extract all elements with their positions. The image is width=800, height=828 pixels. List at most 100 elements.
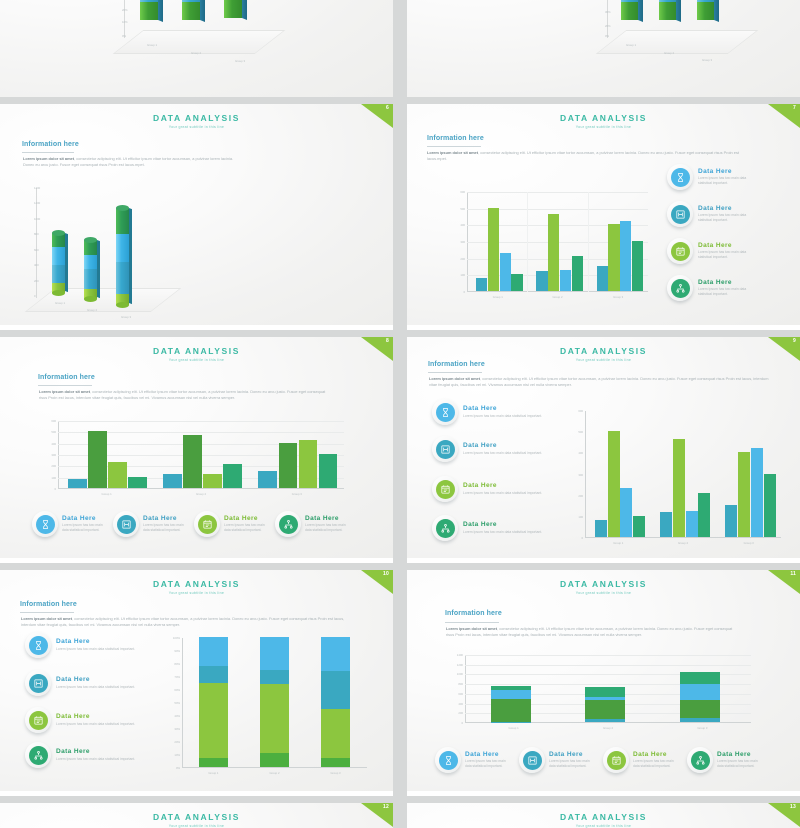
bullet-ring [432,436,458,462]
x-tick: Group 3 [291,492,302,496]
bar [108,461,127,488]
stacked-bar-group-2 [259,637,290,767]
bar [660,511,673,537]
y-tick: 0 [463,290,465,294]
x-tick: Group 1 [613,541,624,545]
calendar-icon [611,755,621,765]
slide-number: 13 [790,804,796,810]
bullet-ring [194,511,220,537]
y-tick: 0 [461,721,463,725]
bullet-ring [667,164,693,190]
bullet-item-2[interactable]: Data Here Lorem Ipsum has two main data … [432,436,555,462]
deck-subtitle-text: Your great subtitle in this line [168,358,225,362]
bullet-item-1[interactable]: Data Here Lorem Ipsum has two main data … [32,511,110,537]
y-tick: 400 [51,441,56,446]
deck-title: DATA ANALYSIS Your great subtitle in thi… [407,113,800,129]
deck-title-text: DATA ANALYSIS [152,346,241,356]
x-tick: Group 3 [743,541,754,545]
bullet-disc [435,518,455,538]
cylinder-group-2 [182,0,205,38]
slide-thumbnail-8[interactable]: 8 DATA ANALYSIS Your great subtitle in t… [0,337,393,563]
calendar-icon [440,484,450,494]
slide-thumbnail-5[interactable]: 100% 90% 80% 70% 60% 50% 40% 30% 20% 0% [407,0,800,97]
bullet-item-4[interactable]: Data Here Lorem Ipsum has two main data … [687,747,765,773]
section-rule [445,622,499,623]
chart-slide4: 100% 90% 80% 70% 60% 50% 40% 30% 20% 10%… [104,0,286,64]
bar [738,452,751,537]
y-tick: 400 [578,451,583,456]
bullet-item-4[interactable]: Data Here Lorem Ipsum has two main data … [667,275,760,301]
bullet-disc [116,514,136,534]
bullet-item-1[interactable]: Data Here Lorem Ipsum has two main data … [667,164,760,190]
y-tick: 300 [578,472,583,477]
bullet-item-3[interactable]: Data Here Lorem Ipsum has two main data … [194,511,272,537]
slide-thumbnail-6[interactable]: 6 DATA ANALYSIS Your great subtitle in t… [0,104,393,330]
bullet-item-2[interactable]: Data Here Lorem Ipsum has two main data … [113,511,191,537]
section-rule [22,152,74,153]
bullet-item-4[interactable]: Data Here Lorem Ipsum has two main data … [432,515,555,541]
slide-thumbnail-9[interactable]: 9 DATA ANALYSIS Your great subtitle in t… [407,337,800,563]
bullet-item-2[interactable]: Data Here Lorem Ipsum has two main data … [519,747,597,773]
x-tick: Group 1 [146,43,158,47]
slide-number: 8 [386,338,389,344]
bullet-item-1[interactable]: Data Here Lorem Ipsum has two main data … [25,632,150,658]
chart-floor [24,288,182,312]
deck-subtitle-text: Your great subtitle in this line [575,824,632,828]
bullet-item-1[interactable]: Data Here Lorem Ipsum has two main data … [432,399,555,425]
body-lead: Lorem ipsum dolor sit amet [446,626,498,631]
slide-4-canvas: 100% 90% 80% 70% 60% 50% 40% 30% 20% 10%… [0,0,393,97]
section-body: Lorem ipsum dolor sit amet, consectetur … [23,156,235,168]
bullet-ring [25,707,51,733]
y-tick: 60% [174,688,180,692]
slide-thumbnail-4[interactable]: 100% 90% 80% 70% 60% 50% 40% 30% 20% 10%… [0,0,393,97]
bullet-title: Data Here [698,204,732,212]
bullet-ring [32,511,58,537]
bullet-text: Data Here Lorem Ipsum has two main data … [463,482,555,496]
y-tick: 0% [175,766,180,770]
bar [499,252,511,291]
goalpost-icon [527,755,537,765]
bullet-ring [687,747,713,773]
chart-slide10: 0% 10% 20% 30% 40% 50% 60% 70% 80% 90% 1… [160,634,375,782]
bullet-text: Data Here Lorem Ipsum has two main data … [463,521,555,535]
slide-thumbnail-10[interactable]: 10 DATA ANALYSIS Your great subtitle in … [0,570,393,796]
deck-title: DATA ANALYSIS Your great subtitle in thi… [0,113,393,129]
slide-thumbnail-12[interactable]: 12 DATA ANALYSIS Your great subtitle in … [0,803,393,828]
bullet-ring [25,670,51,696]
bullet-desc: Lorem Ipsum has two main data statistica… [62,523,103,533]
section-heading: Information here [20,601,77,608]
slide-thumbnail-7[interactable]: 7 DATA ANALYSIS Your great subtitle in t… [407,104,800,330]
slide-thumbnail-13[interactable]: 13 DATA ANALYSIS Your great subtitle in … [407,803,800,828]
slide-thumbnail-11[interactable]: 11 DATA ANALYSIS Your great subtitle in … [407,570,800,796]
y-tick: 70% [174,675,180,679]
bullet-item-3[interactable]: Data Here Lorem Ipsum has two main data … [603,747,681,773]
bullet-item-2[interactable]: Data Here Lorem Ipsum has two main data … [667,201,760,227]
x-tick: Group 1 [208,771,219,775]
section-heading: Information here [445,610,502,617]
bullet-item-3[interactable]: Data Here Lorem Ipsum has two main data … [667,238,760,264]
bullet-item-4[interactable]: Data Here Lorem Ipsum has two main data … [275,511,353,537]
bullet-item-3[interactable]: Data Here Lorem Ipsum has two main data … [25,707,150,733]
y-tick: 90% [174,649,180,653]
deck-title-text: DATA ANALYSIS [559,346,648,356]
calendar-icon [33,715,43,725]
bullet-title: Data Here [143,514,177,522]
bullet-ring [275,511,301,537]
body-lead: Lorem ipsum dolor sit amet [429,376,481,381]
bullet-desc: Lorem Ipsum has two main data statistica… [465,759,506,769]
bullet-item-2[interactable]: Data Here Lorem Ipsum has two main data … [25,670,150,696]
bullet-ring [432,399,458,425]
bar [548,213,560,291]
stacked-bar-group-3 [320,637,351,767]
bullet-ring [25,742,51,768]
bullet-disc [435,439,455,459]
y-tick: 10% [174,753,180,757]
y-tick: 200 [578,493,583,498]
calendar-icon [202,519,212,529]
cylinder-group-1 [621,0,643,38]
bullet-item-1[interactable]: Data Here Lorem Ipsum has two main data … [435,747,513,773]
bullet-item-3[interactable]: Data Here Lorem Ipsum has two main data … [432,476,555,502]
bullet-item-4[interactable]: Data Here Lorem Ipsum has two main data … [25,742,150,768]
hierarchy-icon [440,523,450,533]
bar [763,473,776,537]
